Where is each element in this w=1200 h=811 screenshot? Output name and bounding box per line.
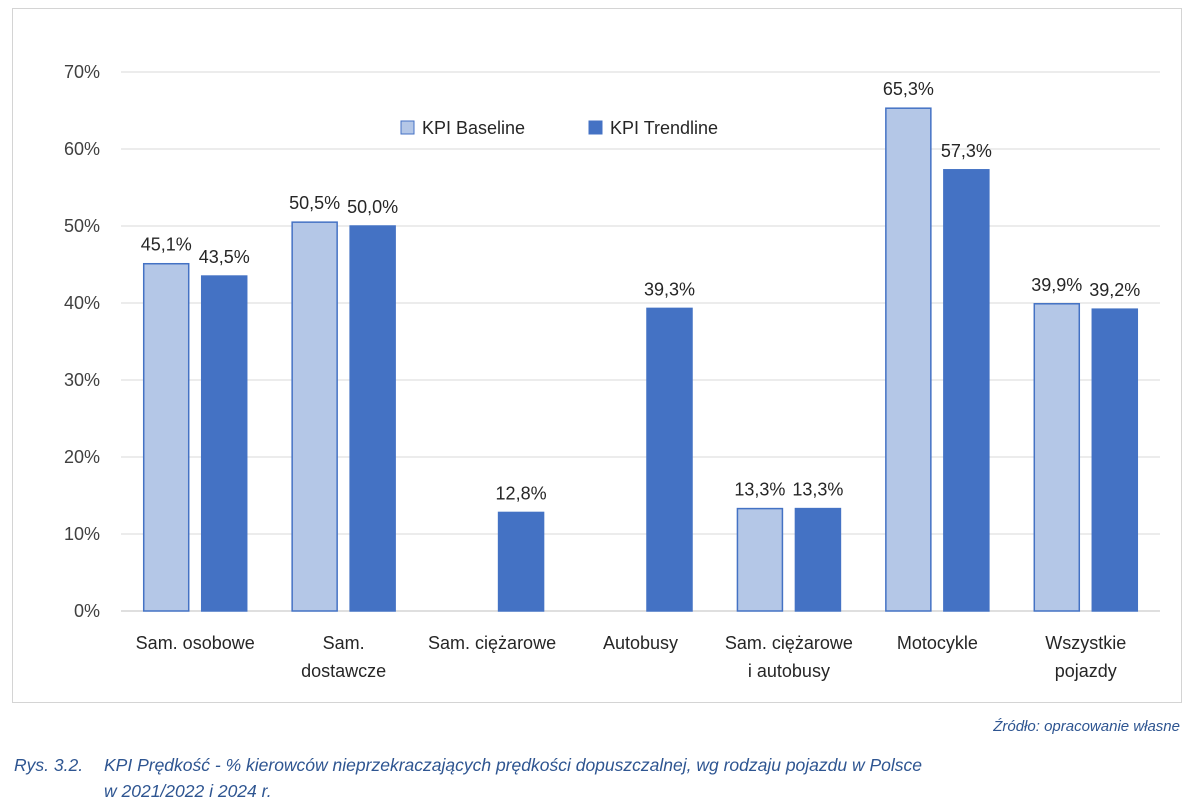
y-tick-label: 60% [64,139,100,159]
y-tick-label: 50% [64,216,100,236]
y-tick-label: 10% [64,524,100,544]
bar-trendline [349,225,396,612]
x-tick-label: Sam. [323,633,365,653]
source-note: Źródło: opracowanie własne [993,718,1180,735]
y-tick-label: 70% [64,62,100,82]
caption-text-line1: KPI Prędkość - % kierowców nieprzekracza… [104,755,923,775]
x-tick-label: dostawcze [301,661,386,681]
legend-swatch [588,120,603,135]
x-tick-label: Autobusy [603,633,678,653]
data-label: 12,8% [496,483,547,503]
x-tick-label: i autobusy [748,661,830,681]
data-label: 39,9% [1031,275,1082,295]
y-tick-label: 40% [64,293,100,313]
y-tick-label: 0% [74,601,100,621]
bar-baseline [291,221,338,612]
data-label: 13,3% [734,480,785,500]
data-label: 50,0% [347,197,398,217]
bar-baseline [736,507,784,612]
bar-chart: 0% 10% 20% 30% 40% 50% 60% 70% 45,1% 43,5% Sam. os… [64,62,1160,681]
legend-label: KPI Trendline [610,118,718,138]
legend-label: KPI Baseline [422,118,525,138]
figure-caption: Rys. 3.2. KPI Prędkość - % kierowców niep… [14,752,1164,804]
data-label: 39,3% [644,279,695,299]
bar-trendline [200,275,248,612]
bar-trendline [794,507,842,612]
bar-baseline [142,262,190,612]
x-tick-label: pojazdy [1055,661,1117,681]
bar-trendline [497,511,545,612]
x-tick-label: Motocykle [897,633,978,653]
chart-frame: 0% 10% 20% 30% 40% 50% 60% 70% 45,1% 43,5% Sam. os… [12,8,1182,703]
data-label: 45,1% [141,235,192,255]
legend-swatch [400,120,415,135]
caption-number: Rys. 3.2. [14,755,84,775]
data-label: 65,3% [883,79,934,99]
data-label: 50,5% [289,193,340,213]
caption-text-line2: w 2021/2022 i 2024 r. [104,781,272,801]
x-tick-label: Sam. ciężarowe [428,633,556,653]
bar-trendline [943,169,990,612]
bar-baseline [1033,303,1081,612]
data-label: 43,5% [199,247,250,267]
x-tick-label: Sam. osobowe [136,633,255,653]
data-label: 39,2% [1089,280,1140,300]
bar-baseline [885,107,932,612]
bar-trendline [1091,308,1139,612]
bar-trendline [646,307,693,612]
y-tick-label: 20% [64,447,100,467]
y-tick-label: 30% [64,370,100,390]
data-label: 57,3% [941,141,992,161]
x-tick-label: Sam. ciężarowe [725,633,853,653]
x-tick-label: Wszystkie [1045,633,1126,653]
data-label: 13,3% [792,480,843,500]
